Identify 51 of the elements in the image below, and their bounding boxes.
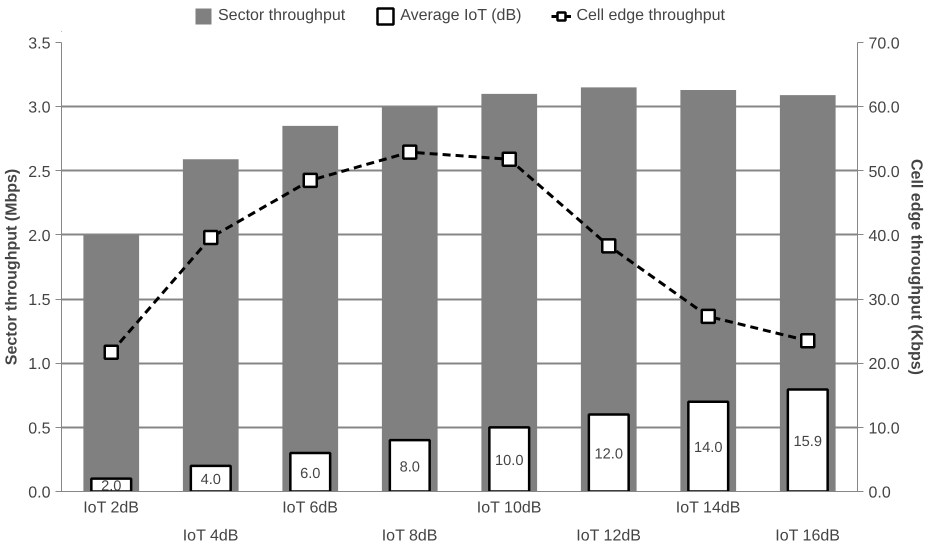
x-tick-label: IoT 12dB	[576, 528, 641, 544]
y2-tick-label: 0.0	[868, 484, 891, 502]
legend-label: Sector throughput	[218, 7, 346, 25]
x-tick-label: IoT 4dB	[182, 528, 238, 544]
data-label: 4.0	[200, 472, 221, 488]
legend-label: Cell edge throughput	[576, 7, 726, 25]
bar	[190, 464, 232, 492]
data-label: 6.0	[300, 466, 320, 482]
y2-axis-title: Cell edge throughput (Kbps)	[908, 159, 925, 375]
y-tick-label: 2.0	[28, 228, 51, 245]
y-tick-label: 3.0	[28, 100, 51, 117]
point	[502, 151, 517, 167]
data-label: 14.0	[694, 440, 723, 456]
bar	[488, 426, 530, 492]
point	[800, 333, 816, 349]
data-label: 12.0	[594, 446, 624, 463]
y-tick-label: 0.5	[28, 420, 51, 438]
y2-tick-label: 70.0	[868, 36, 900, 52]
y2-tick-label: 30.0	[868, 292, 900, 310]
bar	[588, 413, 630, 492]
x-tick-label: IoT 14dB	[676, 500, 740, 516]
bar	[388, 438, 431, 492]
point	[601, 238, 616, 254]
point	[203, 230, 218, 246]
y2-tick-label: 10.0	[868, 420, 900, 438]
y-tick-label: 1.5	[28, 292, 51, 310]
y-tick-label: 3.5	[28, 36, 51, 52]
x-tick-label: IoT 16dB	[775, 528, 840, 544]
point	[700, 308, 716, 324]
point	[402, 144, 418, 160]
y2-tick-label: 50.0	[868, 164, 900, 181]
x-tick-label: IoT 2dB	[83, 500, 139, 516]
bar	[786, 388, 829, 492]
y-tick-label: 2.5	[28, 164, 51, 181]
data-label: 15.9	[793, 434, 822, 450]
point	[104, 344, 119, 360]
y2-tick-label: 40.0	[868, 228, 900, 245]
data-label: 8.0	[400, 459, 420, 476]
y-tick-label: 0.0	[28, 484, 51, 502]
legend-label: Average IoT (dB)	[400, 7, 522, 25]
y-axis-title: Sector throughput (Mbps)	[3, 168, 20, 366]
point	[302, 172, 318, 188]
x-tick-label: IoT 10dB	[476, 500, 542, 516]
bar	[687, 400, 730, 492]
y2-tick-label: 60.0	[868, 100, 900, 117]
bar	[289, 452, 332, 492]
y-tick-label: 1.0	[28, 356, 51, 374]
y2-tick-label: 20.0	[868, 356, 900, 374]
x-tick-label: IoT 6dB	[282, 500, 338, 516]
data-label: 10.0	[494, 452, 524, 469]
x-tick-label: IoT 8dB	[382, 528, 438, 544]
